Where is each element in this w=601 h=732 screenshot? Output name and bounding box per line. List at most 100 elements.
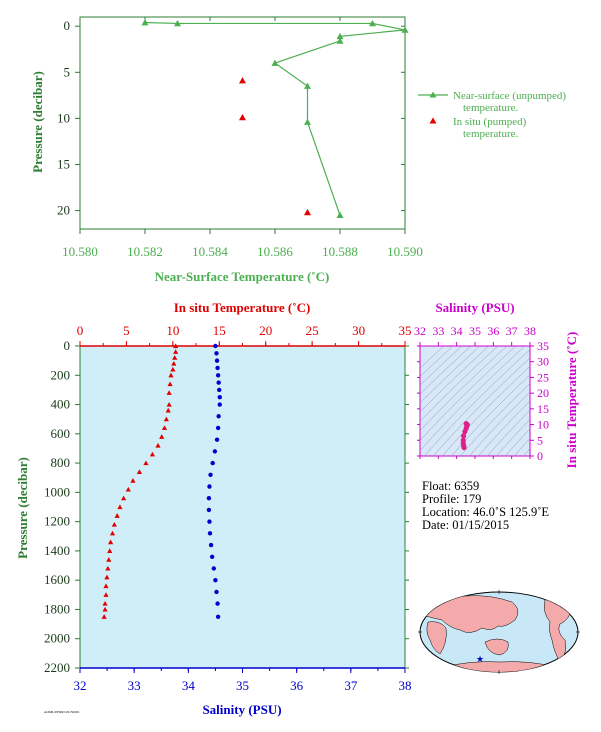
pressure-tick-label: 600 bbox=[51, 426, 71, 441]
temperature-marker bbox=[159, 434, 165, 439]
world-map: ★ bbox=[418, 590, 580, 674]
density-contour bbox=[420, 346, 508, 432]
salinity-marker bbox=[211, 566, 216, 571]
near-surface-marker bbox=[336, 32, 344, 40]
salinity-marker bbox=[209, 554, 215, 559]
temp-axis-tick-label: 35 bbox=[399, 323, 412, 338]
profile-bottom-axis-label: Salinity (PSU) bbox=[202, 702, 281, 717]
salinity-axis-tick-label: 38 bbox=[399, 678, 412, 693]
top-y-tick-label: 5 bbox=[64, 64, 71, 79]
pressure-tick-label: 1400 bbox=[44, 543, 70, 558]
top-y-tick-label: 10 bbox=[57, 110, 70, 125]
salinity-marker bbox=[214, 358, 220, 363]
temperature-marker bbox=[105, 565, 111, 571]
pressure-tick-label: 1800 bbox=[44, 601, 70, 616]
top-legend: Near-surface (unpumped) temperature. In s… bbox=[418, 90, 566, 140]
temperature-marker bbox=[166, 390, 172, 395]
top-y-tick-label: 15 bbox=[57, 156, 70, 171]
info-float: Float: 6359 bbox=[422, 479, 479, 493]
temperature-marker bbox=[155, 442, 161, 448]
density-contour bbox=[420, 346, 490, 413]
temperature-marker bbox=[136, 469, 143, 474]
temperature-marker bbox=[173, 349, 179, 354]
salinity-marker bbox=[215, 425, 221, 431]
near-surface-marker bbox=[141, 19, 149, 26]
salinity-marker bbox=[210, 460, 215, 466]
near-surface-temperature-chart: 10.580 10.582 10.584 10.586 10.588 10.590 0 5 1… bbox=[30, 16, 566, 284]
top-x-axis-label: Near-Surface Temperature (˚C) bbox=[155, 269, 330, 284]
top-x-tick-label: 10.586 bbox=[257, 244, 293, 259]
temperature-marker bbox=[102, 601, 108, 606]
ts-point bbox=[463, 421, 469, 427]
ts-y-tick-label: 10 bbox=[537, 418, 549, 432]
salinity-marker bbox=[207, 519, 212, 524]
salinity-axis-tick-label: 33 bbox=[128, 678, 141, 693]
salinity-axis-tick-label: 34 bbox=[182, 678, 196, 693]
ts-x-tick-label: 34 bbox=[451, 324, 463, 338]
pressure-tick-label: 200 bbox=[51, 367, 71, 382]
temperature-marker bbox=[121, 495, 127, 501]
salinity-marker bbox=[214, 437, 220, 442]
top-x-tick-label: 10.588 bbox=[322, 244, 358, 259]
salinity-axis-tick-label: 32 bbox=[74, 678, 87, 693]
temp-axis-tick-label: 30 bbox=[352, 323, 365, 338]
salinity-marker bbox=[214, 351, 219, 356]
temp-axis-tick-label: 5 bbox=[123, 323, 130, 338]
pressure-tick-label: 1000 bbox=[44, 484, 70, 499]
temperature-marker bbox=[143, 460, 149, 466]
density-contour bbox=[496, 418, 530, 456]
near-surface-marker bbox=[336, 211, 344, 218]
ts-y-tick-label: 35 bbox=[537, 339, 549, 353]
salinity-axis-tick-label: 37 bbox=[344, 678, 358, 693]
temperature-marker bbox=[114, 513, 120, 518]
density-contour bbox=[420, 346, 517, 441]
ts-y-tick-label: 25 bbox=[537, 370, 549, 384]
salinity-marker bbox=[207, 531, 213, 536]
temperature-marker bbox=[163, 416, 169, 422]
pressure-tick-label: 400 bbox=[51, 397, 71, 412]
pressure-tick-label: 1200 bbox=[44, 514, 70, 529]
temperature-marker bbox=[101, 614, 107, 619]
temperature-marker bbox=[103, 592, 109, 597]
near-surface-marker bbox=[304, 82, 311, 89]
density-contour bbox=[523, 448, 530, 456]
temp-axis-tick-label: 0 bbox=[77, 323, 84, 338]
density-contour bbox=[487, 409, 530, 456]
density-contour bbox=[460, 383, 530, 456]
top-y-tick-label: 0 bbox=[64, 18, 71, 33]
salinity-marker bbox=[215, 365, 220, 371]
profile-plot-area bbox=[79, 345, 406, 669]
temperature-marker bbox=[103, 583, 109, 589]
salinity-marker bbox=[206, 496, 212, 501]
temperature-marker bbox=[109, 530, 116, 536]
density-contour bbox=[424, 349, 530, 456]
salinity-marker bbox=[213, 343, 218, 349]
top-x-tick-label: 10.584 bbox=[192, 244, 228, 259]
ts-x-tick-label: 33 bbox=[432, 324, 444, 338]
temp-axis-tick-label: 15 bbox=[213, 323, 226, 338]
legend-insitu-label: In situ (pumped) temperature. bbox=[453, 116, 527, 140]
salinity-marker bbox=[213, 577, 218, 583]
map-land-australia bbox=[484, 638, 509, 656]
density-contour bbox=[451, 374, 530, 456]
density-contour bbox=[478, 400, 530, 456]
legend-near-surface-label: Near-surface (unpumped) temperature. bbox=[453, 90, 566, 114]
ts-y-tick-label: 15 bbox=[537, 402, 549, 416]
ts-y-tick-label: 0 bbox=[537, 449, 543, 463]
ts-x-tick-label: 32 bbox=[414, 324, 426, 338]
map-land-eurasia bbox=[422, 595, 519, 633]
salinity-marker bbox=[217, 395, 222, 400]
density-contour bbox=[505, 428, 530, 456]
temp-axis-tick-label: 20 bbox=[259, 323, 272, 338]
pressure-tick-label: 2200 bbox=[44, 660, 70, 675]
temperature-marker bbox=[108, 539, 114, 545]
info-profile: Profile: 179 bbox=[422, 492, 481, 506]
density-contour bbox=[514, 438, 530, 456]
ts-x-tick-label: 35 bbox=[469, 324, 481, 338]
salinity-marker bbox=[214, 589, 219, 595]
salinity-marker bbox=[212, 449, 218, 454]
near-surface-marker bbox=[304, 118, 311, 125]
near-surface-marker bbox=[174, 19, 181, 27]
ts-point bbox=[460, 437, 466, 443]
top-plot-frame bbox=[79, 16, 406, 230]
